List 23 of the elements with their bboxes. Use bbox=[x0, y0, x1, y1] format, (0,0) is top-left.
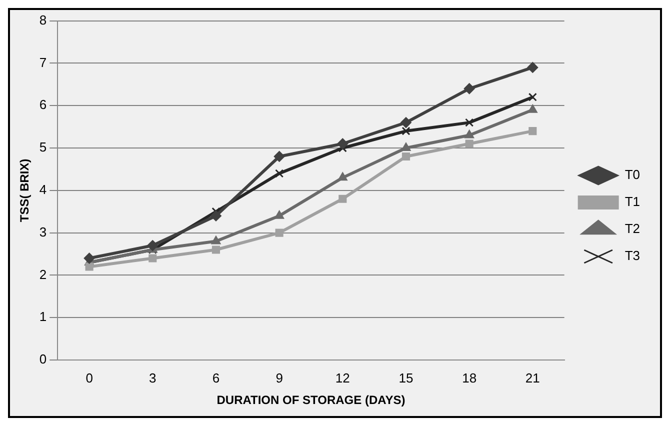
y-tick-label: 5 bbox=[39, 140, 47, 155]
y-tick-label: 4 bbox=[39, 182, 47, 197]
y-tick-label: 2 bbox=[39, 266, 47, 282]
y-tick-label: 7 bbox=[39, 54, 47, 70]
x-axis-title: DURATION OF STORAGE (DAYS) bbox=[216, 393, 406, 408]
legend-label: T3 bbox=[624, 248, 640, 264]
y-tick-label: 8 bbox=[39, 12, 47, 28]
x-tick-label: 9 bbox=[276, 370, 283, 386]
x-tick-label: 0 bbox=[86, 370, 93, 386]
y-tick-label: 6 bbox=[39, 97, 47, 112]
x-tick-label: 18 bbox=[462, 370, 477, 386]
x-tick-label: 6 bbox=[212, 370, 220, 386]
x-tick-label: 3 bbox=[149, 370, 156, 386]
legend-label: T0 bbox=[624, 167, 640, 182]
y-axis-title: TSS( BRIX) bbox=[18, 158, 32, 222]
legend-label: T1 bbox=[624, 194, 640, 210]
y-tick-label: 0 bbox=[39, 352, 47, 367]
x-tick-label: 15 bbox=[398, 370, 414, 386]
y-tick-label: 1 bbox=[39, 309, 47, 324]
x-tick-label: 12 bbox=[335, 370, 350, 386]
legend-label: T2 bbox=[624, 221, 640, 236]
x-tick-label: 21 bbox=[525, 370, 540, 386]
y-tick-label: 3 bbox=[39, 224, 47, 240]
